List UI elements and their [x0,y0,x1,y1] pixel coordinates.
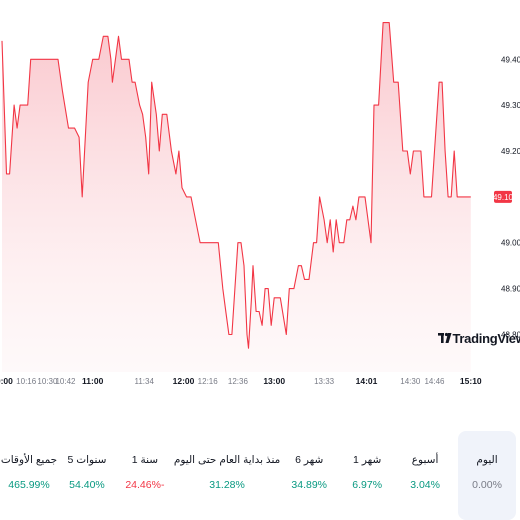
x-tick-label: 11:00 [82,376,104,386]
y-tick-label: 49.40 [501,55,520,64]
x-tick-label: 14:46 [424,377,445,386]
performance-period-1[interactable]: أسبوع 3.04% [396,428,454,520]
price-line [1,22,471,349]
tradingview-logo-icon [438,332,452,343]
x-tick-label: 10:30 [37,377,58,386]
performance-period-value: 465.99% [8,479,50,491]
x-tick-label: 12:00 [173,376,195,386]
x-tick-label: 12:36 [228,377,249,386]
x-tick-label: 12:16 [198,377,219,386]
performance-period-label: 1 سنة [131,454,159,466]
tradingview-logo-text: TradingView [453,331,520,346]
x-tick-label: 14:01 [356,376,378,386]
tradingview-logo[interactable]: TradingView [438,331,520,346]
performance-bar: اليوم 0.00% أسبوع 3.04% 1 شهر 6.97% 6 شهر 34.89… [0,428,520,520]
y-tick-label: 48.90 [501,285,520,294]
performance-period-value: 34.89% [291,479,328,491]
x-tick-label: 10:42 [55,377,76,386]
performance-period-label: منذ بداية العام حتى اليوم [173,454,281,466]
performance-period-label: جميع الأوقات [0,454,58,466]
performance-period-value: 24.46%- [125,479,165,491]
performance-period-0[interactable]: اليوم 0.00% [458,431,516,520]
y-tick-label: 49.30 [501,101,520,110]
x-tick-label: 11:34 [134,377,154,386]
x-tick-label: 13:33 [314,377,335,386]
x-tick-label: 14:30 [400,377,421,386]
performance-period-value: 54.40% [69,479,105,491]
x-tick-label: 10:00 [0,376,13,386]
chart-canvas[interactable]: 49.40 49.30 49.20 49.00 48.90 48.80 10:0010:1… [0,0,520,400]
performance-period-label: 5 سنوات [67,454,107,466]
y-tick-label: 49.00 [501,239,520,248]
price-chart[interactable]: 49.40 49.30 49.20 49.00 48.90 48.80 10:0010:1… [0,0,520,400]
performance-period-5[interactable]: 1 سنة 24.46%- [116,428,174,520]
performance-period-2[interactable]: 1 شهر 6.97% [338,428,396,520]
y-axis: 49.40 49.30 49.20 49.00 48.90 48.80 [501,55,520,339]
last-price-tag: 49.10 [493,190,514,203]
x-tick-label: 13:00 [263,376,285,386]
performance-period-6[interactable]: 5 سنوات 54.40% [58,428,116,520]
price-area-fill [2,22,471,372]
y-tick-label: 48.80 [501,331,520,340]
performance-period-label: أسبوع [411,454,439,466]
x-tick-label: 15:10 [460,376,482,386]
performance-period-label: 6 شهر [295,454,324,466]
svg-text:49.10: 49.10 [493,193,514,202]
x-tick-label: 10:16 [16,377,37,386]
performance-period-value: 3.04% [410,479,440,491]
performance-period-value: 6.97% [352,479,383,491]
performance-period-value: 0.00% [472,479,502,491]
performance-period-4[interactable]: منذ بداية العام حتى اليوم 31.28% [174,428,280,520]
performance-period-7[interactable]: جميع الأوقات 465.99% [0,428,58,520]
performance-period-label: 1 شهر [353,454,382,466]
performance-period-3[interactable]: 6 شهر 34.89% [280,428,338,520]
y-tick-label: 49.20 [501,147,520,156]
performance-period-value: 31.28% [209,479,245,491]
performance-period-label: اليوم [476,454,498,466]
